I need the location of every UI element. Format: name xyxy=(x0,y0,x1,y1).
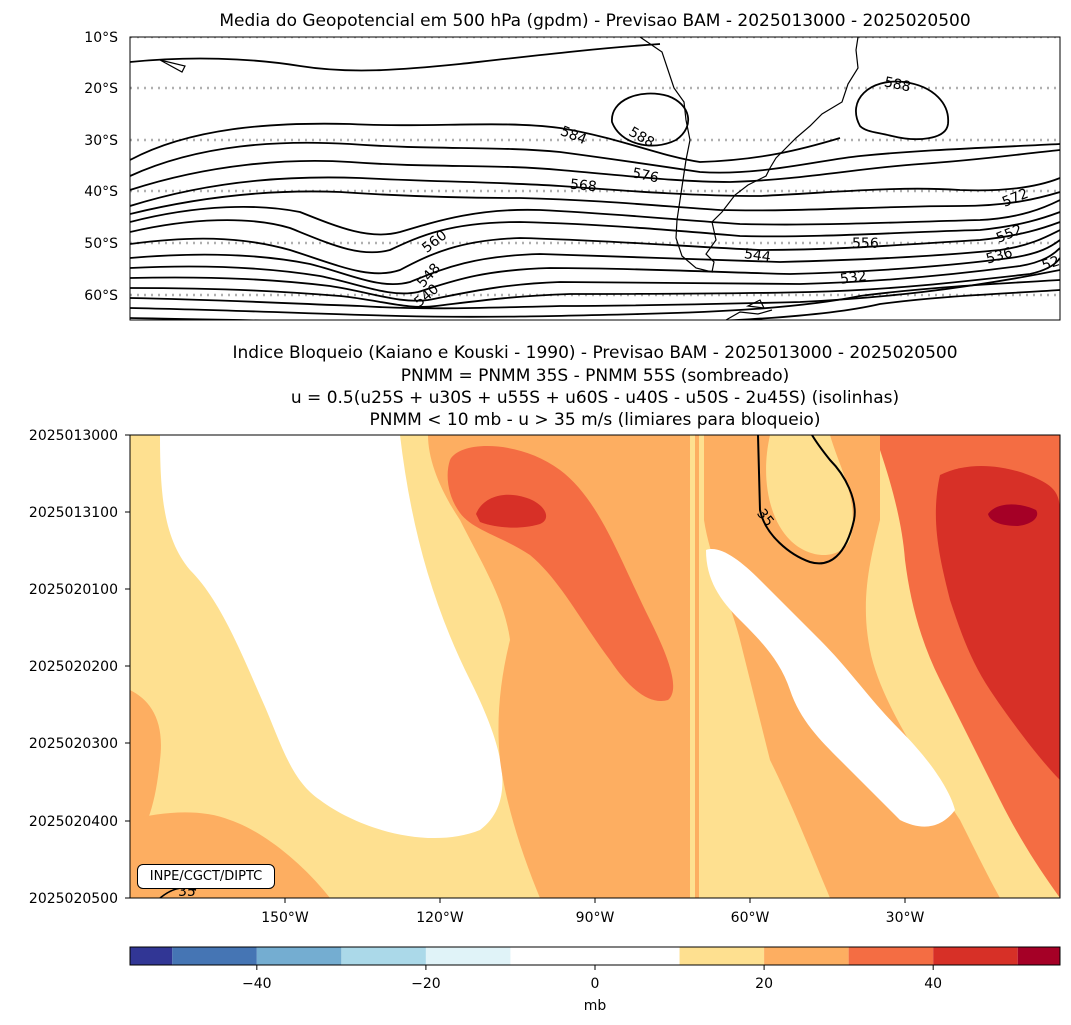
lat-tick-30s: 30°S xyxy=(84,133,118,149)
geopotential-contours xyxy=(130,43,1060,320)
top-map: 588 588 584 576 568 560 548 540 572 552 … xyxy=(130,37,1062,320)
contour-label-560: 560 xyxy=(419,227,450,256)
y-tick-2025020400: 2025020400 xyxy=(29,814,118,830)
contour-label-576: 576 xyxy=(631,165,661,186)
band-20-30-left-edge xyxy=(130,690,161,850)
colorbar-swatch-7 xyxy=(764,947,849,965)
y-tick-2025013100: 2025013100 xyxy=(29,505,118,521)
colorbar-swatch-8 xyxy=(848,947,934,965)
x-tick-label-4: 30°W xyxy=(886,910,925,926)
contour-588-closed-right xyxy=(855,80,949,141)
contour-528 xyxy=(130,289,1060,320)
bottom-title: Indice Bloqueio (Kaiano e Kouski - 1990)… xyxy=(232,343,957,430)
contour-572 xyxy=(130,176,1060,207)
x-tick-label-1: 120°W xyxy=(416,910,464,926)
contour-label-568: 568 xyxy=(569,177,597,196)
island-patch-3 xyxy=(159,59,186,73)
contour-532 xyxy=(130,279,1060,318)
colorbar-tick-label-1: −20 xyxy=(411,976,441,992)
island-patch-1 xyxy=(725,309,773,320)
colorbar-swatch-1 xyxy=(172,947,257,965)
band-below-10-right xyxy=(706,549,955,827)
colorbar-label: mb xyxy=(584,998,607,1014)
hovmoller-field: 35 35 xyxy=(130,435,1060,898)
colorbar-tick-label-2: 0 xyxy=(591,976,600,992)
top-gridlines xyxy=(130,37,1060,297)
colorbar-tick-label-4: 40 xyxy=(924,976,942,992)
top-lat-ticks: 10°S 20°S 30°S 40°S 50°S 60°S xyxy=(84,30,118,304)
colorbar-swatch-10 xyxy=(1017,947,1060,965)
band-40-50-right xyxy=(935,465,1060,780)
contour-552 xyxy=(130,229,1060,286)
x-tick-label-3: 60°W xyxy=(731,910,770,926)
band-below-10-left xyxy=(160,435,503,839)
u-isoline-35 xyxy=(757,435,856,565)
contour-556 xyxy=(130,221,1060,275)
lat-tick-50s: 50°S xyxy=(84,236,118,252)
bottom-title-line-2: PNMM = PNMM 35S - PNMM 55S (sombreado) xyxy=(401,366,790,386)
contour-548 xyxy=(130,239,1060,295)
colorbar-swatch-0 xyxy=(130,947,173,965)
colorbar-swatch-2 xyxy=(256,947,342,965)
colorbar: −40 −20 0 20 40 xyxy=(129,946,1061,992)
bottom-title-line-1: Indice Bloqueio (Kaiano e Kouski - 1990)… xyxy=(232,343,957,363)
band-20-30-main xyxy=(428,435,690,898)
contour-544 xyxy=(130,247,1060,302)
y-tick-2025020200: 2025020200 xyxy=(29,659,118,675)
bottom-y-ticks: 2025013000 2025013100 2025020100 2025020… xyxy=(29,428,130,907)
u-isoline-35-bottom xyxy=(159,887,197,898)
contour-536 xyxy=(130,269,1060,310)
contour-label-556: 556 xyxy=(852,236,879,252)
contour-540 xyxy=(130,257,1060,308)
band-10-20-right-inner xyxy=(766,435,853,555)
band-above-50-right xyxy=(988,504,1038,526)
lat-tick-10s: 10°S xyxy=(84,30,118,46)
y-tick-2025020100: 2025020100 xyxy=(29,582,118,598)
colorbar-tick-label-3: 20 xyxy=(755,976,773,992)
band-20-30-strip xyxy=(695,435,699,898)
y-tick-2025020500: 2025020500 xyxy=(29,891,118,907)
colorbar-swatch-3 xyxy=(341,947,426,965)
bottom-title-line-4: PNMM < 10 mb - u > 35 m/s (limiares para… xyxy=(370,410,821,430)
contour-label-544: 544 xyxy=(743,246,772,266)
lat-tick-40s: 40°S xyxy=(84,184,118,200)
contour-576 xyxy=(130,149,1060,191)
y-tick-2025020300: 2025020300 xyxy=(29,736,118,752)
band-40-50-main xyxy=(476,494,547,528)
x-tick-label-2: 90°W xyxy=(576,910,615,926)
bottom-title-line-3: u = 0.5(u25S + u30S + u55S + u60S - u40S… xyxy=(291,388,899,408)
contour-label-536: 536 xyxy=(984,245,1014,268)
colorbar-swatch-5 xyxy=(510,947,680,965)
top-axes-frame xyxy=(129,36,1061,321)
lat-tick-60s: 60°S xyxy=(84,288,118,304)
credit-badge: INPE/CGCT/DIPTC xyxy=(137,864,275,889)
contour-588-closed-left xyxy=(611,92,690,147)
contour-580 xyxy=(130,141,1060,177)
colorbar-tick-label-0: −40 xyxy=(242,976,272,992)
bottom-x-ticks: 150°W 120°W 90°W 60°W 30°W xyxy=(261,898,924,926)
colorbar-swatch-9 xyxy=(933,947,1018,965)
contour-label-588-right: 588 xyxy=(883,74,912,95)
contour-label-584: 584 xyxy=(558,123,589,148)
contour-568 xyxy=(130,190,1060,215)
contour-label-532: 532 xyxy=(839,268,868,288)
lat-tick-20s: 20°S xyxy=(84,81,118,97)
top-title: Media do Geopotencial em 500 hPa (gpdm) … xyxy=(219,11,970,31)
contour-564 xyxy=(130,199,1060,236)
coastlines xyxy=(159,37,859,320)
top-contour-labels: 588 588 584 576 568 560 548 540 572 552 … xyxy=(411,74,1062,310)
colorbar-swatch-4 xyxy=(425,947,511,965)
contour-560 xyxy=(130,211,1060,254)
contour-584 xyxy=(130,122,841,163)
y-tick-2025013000: 2025013000 xyxy=(29,428,118,444)
contour-588-north xyxy=(130,43,661,72)
colorbar-swatch-6 xyxy=(679,947,765,965)
x-tick-label-0: 150°W xyxy=(261,910,309,926)
contour-label-52: 52 xyxy=(1040,253,1062,274)
